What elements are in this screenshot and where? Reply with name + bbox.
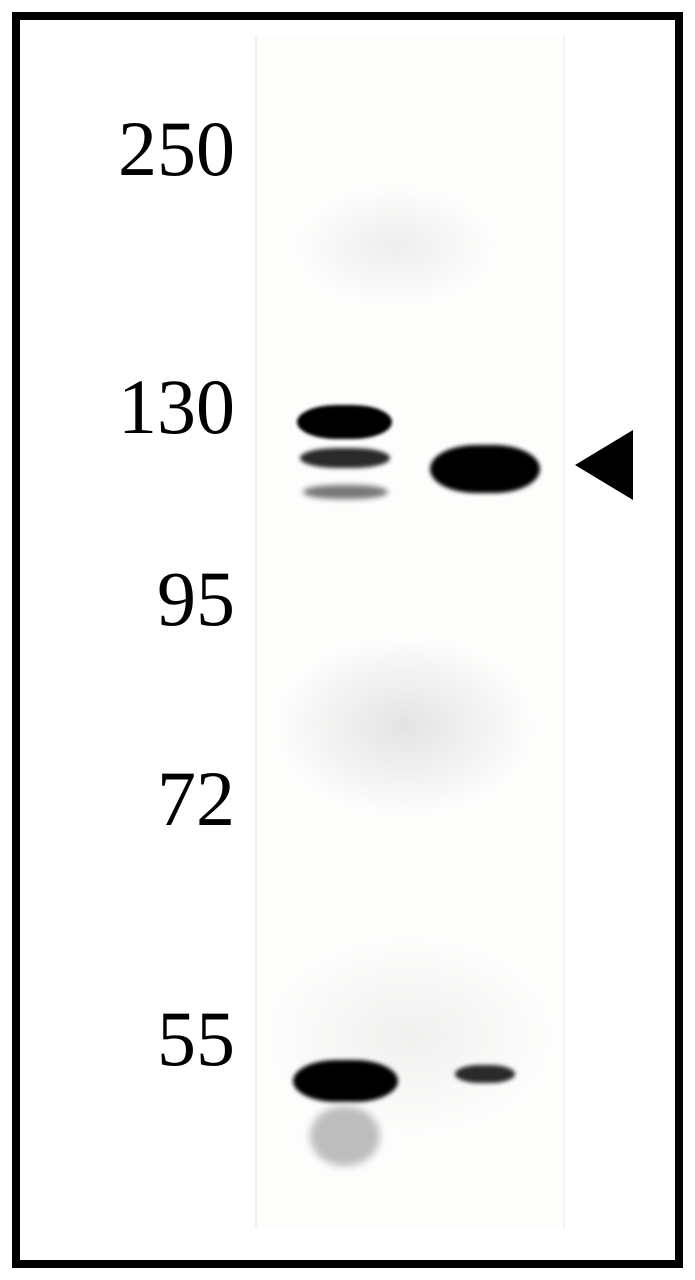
band-lane1-130k-lower: [300, 448, 390, 468]
film-smudge: [295, 186, 495, 306]
band-lane1-50k: [293, 1060, 398, 1102]
band-lane2-50k: [455, 1065, 515, 1083]
band-lane1-faint: [303, 485, 388, 499]
mw-label-95: 95: [65, 560, 235, 638]
blot-membrane: [255, 36, 565, 1228]
target-arrow-icon: [575, 430, 633, 500]
mw-label-250: 250: [65, 110, 235, 188]
film-smudge: [275, 636, 535, 816]
figure-frame: 250 130 95 72 55: [12, 12, 683, 1268]
lane-border-left: [255, 36, 257, 1228]
lane-border-right: [563, 36, 565, 1228]
mw-label-72: 72: [65, 760, 235, 838]
mw-label-55: 55: [65, 1000, 235, 1078]
mw-label-130: 130: [65, 368, 235, 446]
film-smudge: [265, 936, 555, 1136]
band-lane2-target: [430, 445, 540, 493]
band-lane1-130k-upper: [297, 405, 392, 439]
band-smear: [310, 1106, 380, 1166]
